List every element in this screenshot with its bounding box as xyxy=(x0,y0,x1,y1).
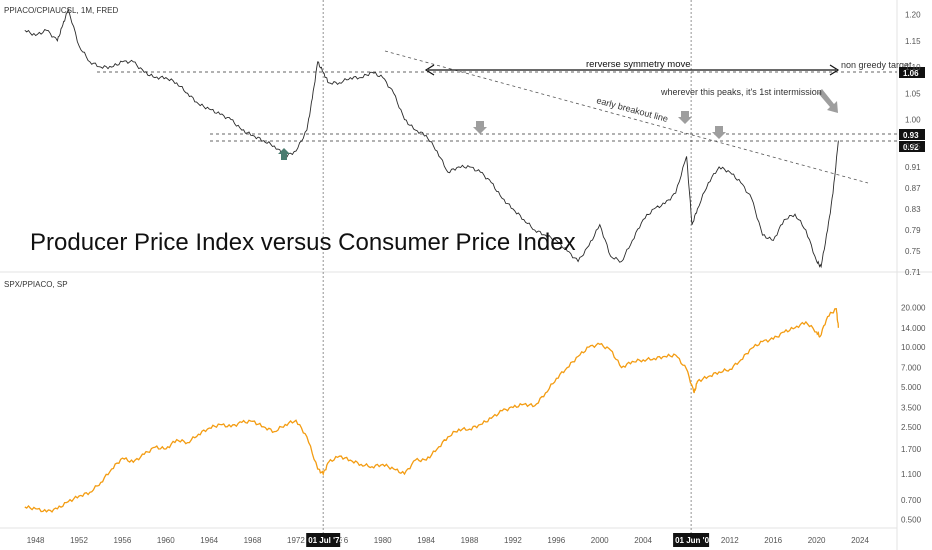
x-tick-label: 1964 xyxy=(200,536,218,545)
x-tick-label: 1984 xyxy=(417,536,435,545)
x-tick-label: 2004 xyxy=(634,536,652,545)
lower-symbol-label: SPX/PPIACO, SP xyxy=(4,280,68,289)
x-tick-label: 1948 xyxy=(27,536,45,545)
x-tick-label: 2016 xyxy=(764,536,782,545)
price-tag-106-label: 1.06 xyxy=(903,69,919,78)
target-annotation: non greedy target xyxy=(841,60,912,70)
x-tick-label: 1980 xyxy=(374,536,392,545)
lower-y-tick-label: 3.500 xyxy=(901,404,922,413)
spx-ppi-ratio-line xyxy=(24,307,840,513)
x-tick-label: 2020 xyxy=(808,536,826,545)
grey-down-arrow-icon xyxy=(473,121,487,134)
wherever-annotation: wherever this peaks, it's 1st intermissi… xyxy=(660,87,822,97)
lower-y-tick-label: 5.000 xyxy=(901,383,922,392)
event-tag-2008-label: 01 Jun '08 xyxy=(675,536,714,545)
price-tag-092 xyxy=(899,141,925,152)
price-tag-092-label: 0.92 xyxy=(903,143,919,152)
lower-y-tick-label: 7.000 xyxy=(901,364,922,373)
lower-y-tick-label: 1.700 xyxy=(901,445,922,454)
upper-y-tick-label: 0.79 xyxy=(905,226,921,235)
lower-y-tick-label: 10.000 xyxy=(901,343,926,352)
x-tick-label: 1952 xyxy=(70,536,88,545)
x-tick-label: 1972 xyxy=(287,536,305,545)
lower-y-tick-label: 14.000 xyxy=(901,324,926,333)
upper-y-tick-label: 1.10 xyxy=(905,63,921,72)
upper-y-tick-label: 0.83 xyxy=(905,205,921,214)
x-tick-label: 1992 xyxy=(504,536,522,545)
x-tick-label: 1968 xyxy=(244,536,262,545)
x-tick-label: 1996 xyxy=(547,536,565,545)
upper-y-axis: 1.20 1.15 1.10 1.05 1.00 0.95 0.91 0.87 0.83 0.79… xyxy=(905,11,921,278)
upper-y-tick-label: 0.87 xyxy=(905,184,921,193)
event-tag-1974 xyxy=(306,533,341,547)
ppi-cpi-ratio-line xyxy=(24,7,839,269)
event-tag-2008 xyxy=(673,533,710,547)
x-tick-label: 1956 xyxy=(114,536,132,545)
symmetry-arrow-left-head xyxy=(424,64,435,76)
upper-symbol-label: PPIACO/CPIAUCSL, 1M, FRED xyxy=(4,6,118,15)
lower-y-tick-label: 1.100 xyxy=(901,470,922,479)
x-tick-label: 1988 xyxy=(461,536,479,545)
price-tag-106 xyxy=(899,67,925,78)
event-tag-1974-label: 01 Jul '74 xyxy=(308,536,344,545)
symmetry-annotation: rerverse symmetry move xyxy=(586,59,691,70)
upper-y-tick-label: 1.20 xyxy=(905,11,921,20)
price-tag-093-label: 0.93 xyxy=(903,131,919,140)
x-tick-label: 1960 xyxy=(157,536,175,545)
lower-y-tick-label: 0.500 xyxy=(901,515,922,524)
lower-y-tick-label: 2.500 xyxy=(901,423,922,432)
symmetry-arrow-right-head xyxy=(829,64,840,76)
grey-down-arrow-icon xyxy=(712,126,726,139)
grey-down-arrow-icon xyxy=(678,111,692,124)
upper-y-tick-label: 0.75 xyxy=(905,247,921,256)
upper-y-tick-label: 1.05 xyxy=(905,89,921,98)
x-tick-label: 2012 xyxy=(721,536,739,545)
time-axis: 1948195219561960196419681972197619801984… xyxy=(27,536,870,545)
breakout-annotation: early breakout line xyxy=(595,95,669,124)
grey-diagonal-arrow-icon xyxy=(818,89,838,113)
upper-y-tick-label: 0.95 xyxy=(905,142,921,151)
price-tag-093 xyxy=(899,129,925,140)
x-tick-label: 2000 xyxy=(591,536,609,545)
lower-y-tick-label: 20.000 xyxy=(901,303,926,312)
green-up-arrow-icon xyxy=(278,148,290,160)
lower-y-axis: 20.000 14.000 10.000 7.000 5.000 3.500 2.500 1.… xyxy=(901,303,926,524)
upper-y-tick-label: 1.15 xyxy=(905,37,921,46)
chart-title: Producer Price Index versus Consumer Pri… xyxy=(30,229,576,256)
upper-y-tick-label: 0.71 xyxy=(905,268,921,277)
upper-y-tick-label: 0.91 xyxy=(905,163,921,172)
x-tick-label: 2024 xyxy=(851,536,869,545)
upper-y-tick-label: 1.00 xyxy=(905,116,921,125)
lower-y-tick-label: 0.700 xyxy=(901,496,922,505)
breakout-trend-line xyxy=(384,50,869,184)
